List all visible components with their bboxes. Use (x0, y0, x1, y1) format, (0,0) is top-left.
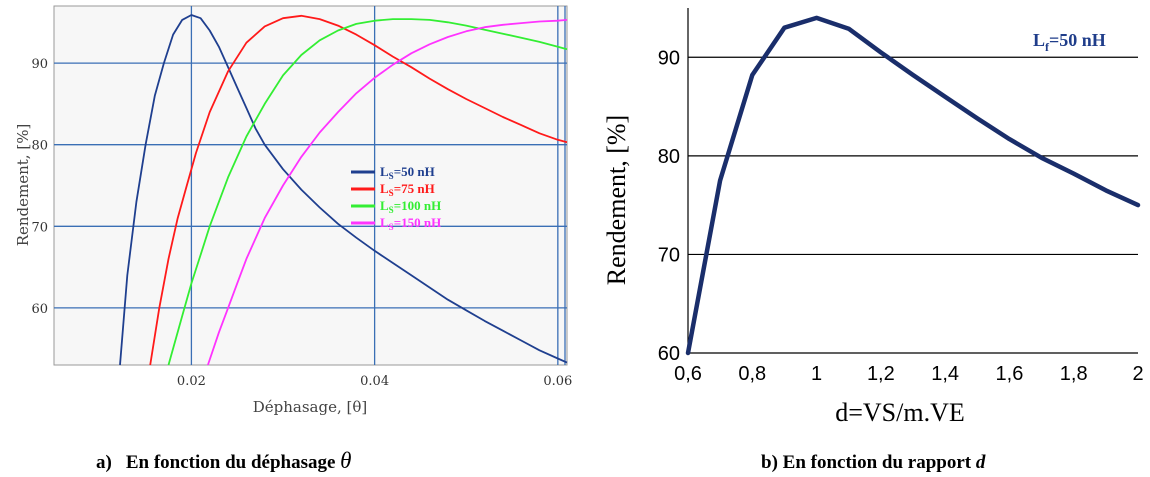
chart-a-y-tick: 60 (31, 302, 48, 317)
chart-a-xlabel: Déphasage, [θ] (253, 398, 368, 416)
chart-b-x-tick: 2 (1132, 363, 1143, 385)
chart-b-grid (688, 56, 1138, 256)
chart-a-y-tick: 90 (31, 57, 48, 72)
chart-a-legend-label: LS=150 nH (380, 215, 441, 232)
chart-a-series (119, 14, 568, 366)
chart-b-x-tick: 1 (811, 363, 822, 385)
chart-a-y-tick: 80 (31, 139, 48, 154)
chart-a-x-tick: 0.02 (177, 374, 206, 389)
chart-b-xlabel: d=VS/m.VE (835, 398, 965, 427)
chart-b-x-tick: 1,6 (996, 363, 1024, 385)
chart-a-plot-area (53, 5, 568, 366)
chart-a: 0.02 0.04 0.06 60 70 80 90 Déphasage, [θ] Rend… (14, 5, 572, 416)
chart-b-x-tick: 0,6 (674, 363, 702, 385)
caption-b: b) En fonction du rapport d (761, 452, 986, 473)
caption-a-prefix: a) (96, 452, 112, 473)
chart-a-series-line-1 (119, 14, 568, 366)
caption-a: a) En fonction du déphasage θ (96, 448, 351, 473)
chart-b-y-tick: 80 (658, 146, 680, 168)
chart-a-legend-label: LS=100 nH (380, 198, 441, 215)
chart-a-series-line-3 (167, 18, 568, 366)
chart-b-y-tick: 60 (658, 343, 680, 365)
chart-a-legend-label: LS=50 nH (380, 164, 435, 181)
chart-b-x-tick: 1,8 (1060, 363, 1088, 385)
annotation-sub: f (1045, 40, 1050, 54)
caption-b-symbol: d (976, 452, 986, 473)
chart-b-ticks: 60 70 80 90 0,6 0,8 1 1,2 1,4 1,6 1,8 2 (658, 47, 1144, 385)
chart-b-x-tick: 0,8 (738, 363, 766, 385)
annotation-main: L (1033, 30, 1045, 50)
chart-b-x-tick: 1,2 (867, 363, 895, 385)
chart-b-y-tick: 70 (658, 244, 680, 266)
caption-a-symbol: θ (340, 448, 351, 473)
chart-b-annotation: Lf=50 nH (1033, 30, 1106, 54)
chart-a-series-line-2 (149, 14, 568, 366)
chart-b-series (685, 15, 1141, 356)
chart-a-ylabel: Rendement, [%] (14, 124, 32, 247)
chart-a-x-tick: 0.06 (543, 374, 572, 389)
chart-b: 60 70 80 90 0,6 0,8 1 1,2 1,4 1,6 1,8 2 d=VS/m.VE R… (602, 8, 1144, 427)
chart-a-series-line-4 (207, 19, 568, 366)
chart-a-y-tick: 70 (31, 220, 48, 235)
caption-b-text: b) En fonction du rapport (761, 452, 976, 473)
chart-b-x-tick: 1,4 (931, 363, 959, 385)
chart-b-series-line (685, 15, 1141, 356)
annotation-rest: =50 nH (1049, 30, 1106, 50)
chart-a-legend-label: LS=75 nH (380, 181, 435, 198)
chart-b-ylabel: Rendement, [%] (602, 115, 631, 285)
chart-a-ticks: 0.02 0.04 0.06 60 70 80 90 (31, 57, 572, 389)
chart-a-x-tick: 0.04 (360, 374, 389, 389)
caption-a-text: En fonction du déphasage (126, 452, 340, 473)
chart-b-y-tick: 90 (658, 47, 680, 69)
